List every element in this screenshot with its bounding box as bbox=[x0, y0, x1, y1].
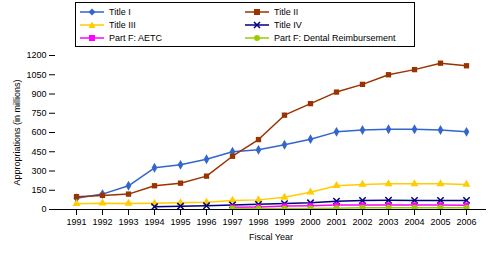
svg-text:2001: 2001 bbox=[326, 217, 346, 227]
svg-text:2004: 2004 bbox=[404, 217, 424, 227]
svg-text:300: 300 bbox=[31, 166, 46, 176]
svg-text:1993: 1993 bbox=[118, 217, 138, 227]
html-text:Title II: Title II bbox=[274, 6, 299, 17]
svg-text:750: 750 bbox=[31, 108, 46, 118]
svg-text:1995: 1995 bbox=[170, 217, 190, 227]
html-text:Title I: Title I bbox=[109, 6, 131, 17]
svg-text:Fiscal Year: Fiscal Year bbox=[249, 232, 293, 242]
svg-text:0: 0 bbox=[41, 204, 46, 214]
svg-text:2000: 2000 bbox=[300, 217, 320, 227]
html-text:Title III: Title III bbox=[109, 19, 136, 30]
svg-text:1200: 1200 bbox=[26, 50, 46, 60]
svg-text:1996: 1996 bbox=[196, 217, 216, 227]
svg-text:2003: 2003 bbox=[378, 217, 398, 227]
svg-text:1991: 1991 bbox=[66, 217, 86, 227]
html-text:Title IV: Title IV bbox=[274, 19, 302, 30]
svg-text:2002: 2002 bbox=[352, 217, 372, 227]
svg-text:600: 600 bbox=[31, 127, 46, 137]
svg-text:Appropriations (in millions): Appropriations (in millions) bbox=[12, 79, 22, 185]
html-text:Part F: Dental Reimbursement: Part F: Dental Reimbursement bbox=[274, 32, 396, 43]
svg-text:1997: 1997 bbox=[222, 217, 242, 227]
svg-text:1050: 1050 bbox=[26, 70, 46, 80]
svg-text:2006: 2006 bbox=[456, 217, 476, 227]
svg-text:900: 900 bbox=[31, 89, 46, 99]
svg-text:1998: 1998 bbox=[248, 217, 268, 227]
svg-text:1994: 1994 bbox=[144, 217, 164, 227]
svg-text:1992: 1992 bbox=[92, 217, 112, 227]
svg-text:150: 150 bbox=[31, 185, 46, 195]
svg-text:450: 450 bbox=[31, 147, 46, 157]
html-text:Part F: AETC: Part F: AETC bbox=[109, 32, 162, 43]
svg-text:2005: 2005 bbox=[430, 217, 450, 227]
svg-text:1999: 1999 bbox=[274, 217, 294, 227]
